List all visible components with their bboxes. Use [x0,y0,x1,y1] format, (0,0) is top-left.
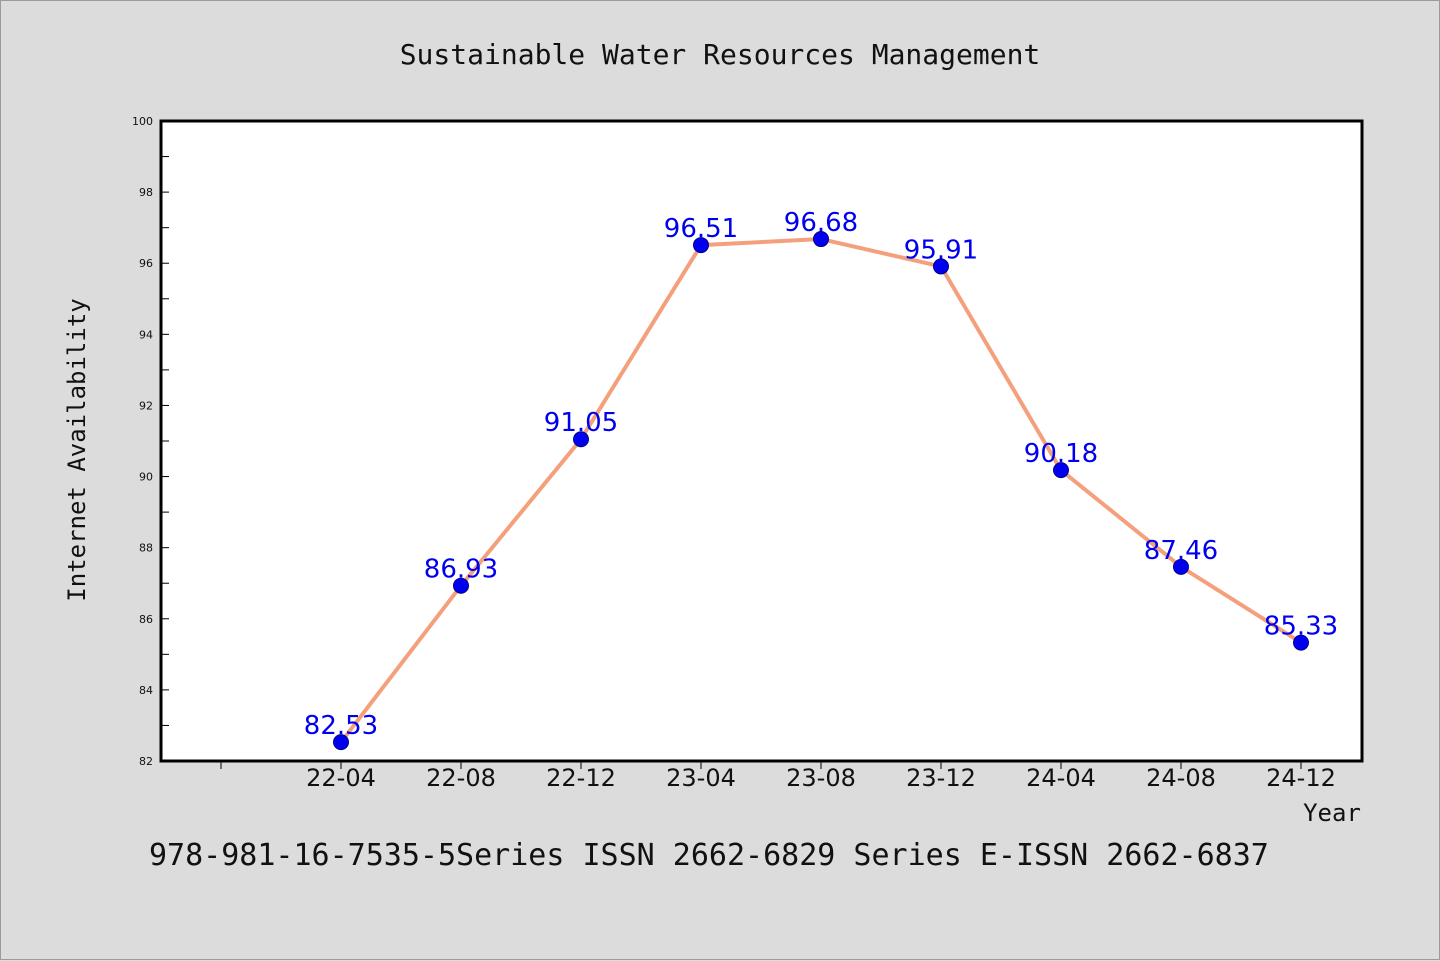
y-tick-label: 82 [139,755,153,768]
data-point [453,577,469,594]
footer-isbn-text: 978-981-16-7535-5Series ISSN 2662-6829 S… [149,838,1269,873]
x-tick-label: 22-12 [546,764,616,792]
data-label: 90.18 [1024,439,1098,469]
data-points [333,231,1309,751]
x-tick-label: 23-12 [906,764,976,792]
data-label: 96.51 [664,214,738,244]
y-tick-label: 92 [139,399,153,412]
x-tick-label: 24-08 [1146,764,1216,792]
data-point [1173,558,1189,575]
data-point [333,734,349,751]
x-tick-label: 23-08 [786,764,856,792]
x-tick-label: 24-04 [1026,764,1096,792]
x-tick-label: 23-04 [666,764,736,792]
y-tick-label: 84 [139,684,153,697]
data-point [933,258,949,275]
x-tick-label: 22-04 [306,764,376,792]
data-label: 91.05 [544,408,618,438]
data-label: 82.53 [304,711,378,741]
data-point [1293,634,1309,651]
x-tick-label: 24-12 [1266,764,1336,792]
y-tick-label: 96 [139,257,153,270]
y-tick-label: 86 [139,613,153,626]
data-label: 87.46 [1144,536,1218,566]
x-axis-ticks: 22-04 22-08 22-12 23-04 23-08 23-12 24-04 24-08… [220,761,1336,792]
data-label: 95.91 [904,235,978,265]
y-tick-label: 98 [139,186,153,199]
x-axis-label: Year [1303,799,1361,827]
y-tick-label: 100 [132,115,153,128]
data-label: 86.93 [424,555,498,585]
data-label: 85.33 [1264,612,1338,642]
x-tick-label: 22-08 [426,764,496,792]
y-tick-label: 90 [139,471,153,484]
y-tick-label: 88 [139,542,153,555]
data-point [693,237,709,254]
y-axis-label: Internet Availability [63,298,91,601]
chart-title: Sustainable Water Resources Management [400,38,1041,71]
data-labels: 82.53 86.93 91.05 96.51 96.68 95.91 90.18 87.46… [304,208,1338,741]
plot-area [159,119,1364,763]
data-point [573,431,589,448]
y-tick-label: 94 [139,328,153,341]
data-label: 96.68 [784,208,858,238]
data-point [1053,462,1069,479]
data-point [813,231,829,248]
y-axis-ticks: 82 84 86 88 90 92 94 96 98 100 [132,115,169,768]
